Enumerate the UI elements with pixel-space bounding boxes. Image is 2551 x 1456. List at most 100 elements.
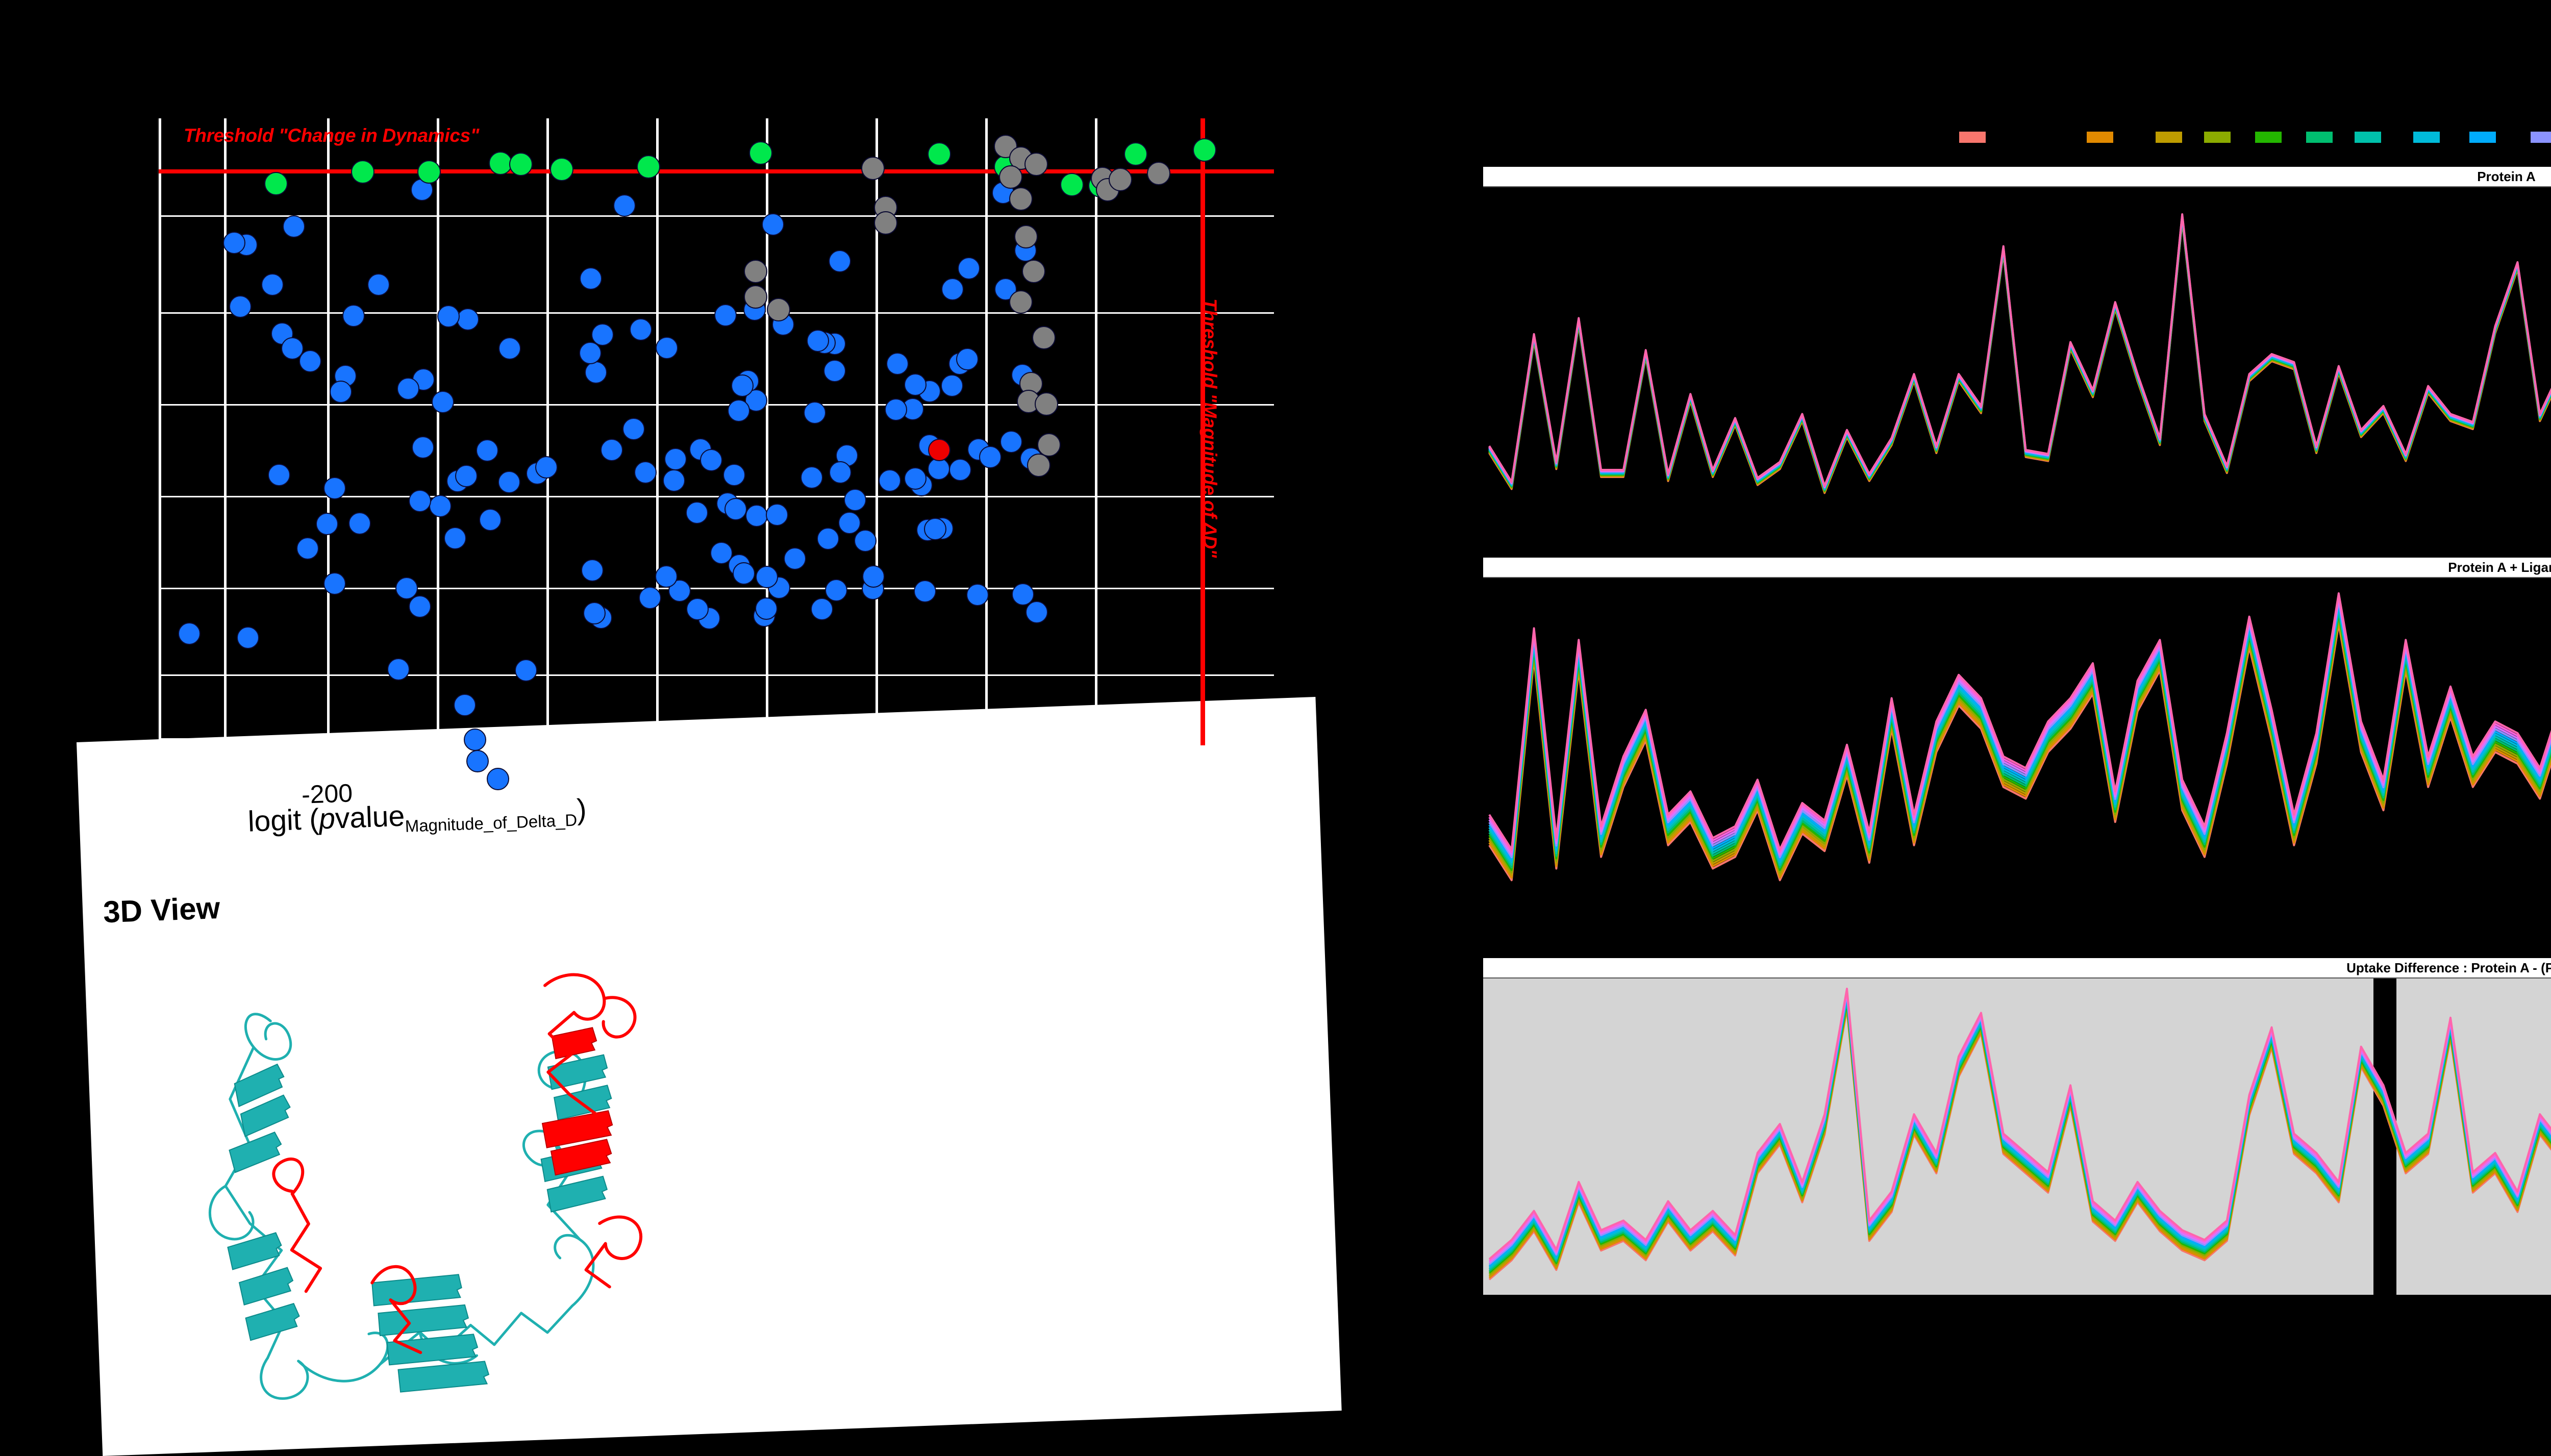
volcano-point[interactable] bbox=[579, 342, 602, 364]
volcano-point[interactable] bbox=[1032, 326, 1056, 349]
volcano-point[interactable] bbox=[296, 537, 319, 560]
volcano-point[interactable] bbox=[874, 211, 897, 235]
volcano-point[interactable] bbox=[581, 559, 604, 582]
volcano-point[interactable] bbox=[731, 374, 754, 397]
uptake-trace[interactable] bbox=[1488, 214, 2551, 488]
uptake-trace[interactable] bbox=[1488, 217, 2551, 491]
uptake-trace[interactable] bbox=[1488, 592, 2551, 851]
volcano-point[interactable] bbox=[862, 565, 885, 588]
volcano-point[interactable] bbox=[396, 378, 419, 400]
volcano-point[interactable] bbox=[464, 729, 486, 751]
volcano-point[interactable] bbox=[223, 232, 246, 255]
volcano-point[interactable] bbox=[417, 160, 441, 184]
volcano-point[interactable] bbox=[584, 361, 607, 384]
volcano-point[interactable] bbox=[1124, 142, 1147, 166]
volcano-point[interactable] bbox=[583, 601, 606, 624]
volcano-point[interactable] bbox=[1012, 583, 1035, 606]
plot-area-difference[interactable] bbox=[1483, 978, 2551, 1295]
volcano-point[interactable] bbox=[1147, 162, 1170, 185]
volcano-point[interactable] bbox=[733, 562, 756, 585]
volcano-point[interactable] bbox=[928, 142, 951, 166]
volcano-point[interactable] bbox=[299, 349, 322, 372]
uptake-trace[interactable] bbox=[1488, 999, 2551, 1272]
plot-area-protein-a[interactable] bbox=[1483, 187, 2551, 504]
volcano-point[interactable] bbox=[498, 337, 521, 360]
volcano-point[interactable] bbox=[409, 489, 432, 512]
volcano-point[interactable] bbox=[437, 305, 460, 328]
volcano-point[interactable] bbox=[838, 512, 861, 535]
volcano-point[interactable] bbox=[1035, 392, 1058, 416]
volcano-point[interactable] bbox=[1037, 433, 1061, 457]
volcano-point[interactable] bbox=[745, 505, 768, 528]
volcano-point[interactable] bbox=[550, 158, 573, 181]
volcano-point[interactable] bbox=[348, 512, 371, 535]
uptake-trace[interactable] bbox=[1488, 215, 2551, 489]
volcano-point[interactable] bbox=[323, 476, 346, 499]
volcano-point[interactable] bbox=[1009, 290, 1033, 314]
volcano-point[interactable] bbox=[800, 466, 823, 489]
legend-swatch-5[interactable] bbox=[2306, 132, 2333, 143]
volcano-point[interactable] bbox=[229, 295, 252, 318]
uptake-trace[interactable] bbox=[1488, 216, 2551, 490]
volcano-point[interactable] bbox=[1000, 430, 1023, 453]
volcano-point[interactable] bbox=[829, 461, 852, 484]
uptake-trace[interactable] bbox=[1488, 213, 2551, 487]
volcano-point[interactable] bbox=[1025, 600, 1048, 623]
volcano-point[interactable] bbox=[710, 542, 733, 565]
volcano-point[interactable] bbox=[686, 598, 709, 621]
volcano-point[interactable] bbox=[509, 153, 533, 176]
volcano-point[interactable] bbox=[387, 658, 410, 681]
volcano-point[interactable] bbox=[655, 565, 678, 588]
volcano-point[interactable] bbox=[515, 659, 537, 682]
volcano-point[interactable] bbox=[767, 298, 790, 321]
volcano-point[interactable] bbox=[843, 488, 866, 511]
volcano-point[interactable] bbox=[714, 304, 737, 327]
volcano-point[interactable] bbox=[237, 626, 259, 649]
volcano-point[interactable] bbox=[749, 141, 772, 165]
protein-ribbon-structure[interactable] bbox=[140, 915, 667, 1418]
legend-swatch-3[interactable] bbox=[2204, 132, 2231, 143]
uptake-trace[interactable] bbox=[1488, 218, 2551, 492]
volcano-point[interactable] bbox=[811, 598, 834, 621]
volcano-point[interactable] bbox=[613, 194, 636, 217]
volcano-point[interactable] bbox=[489, 152, 512, 175]
legend-swatch-2[interactable] bbox=[2156, 132, 2182, 143]
volcano-point[interactable] bbox=[685, 501, 708, 524]
volcano-point[interactable] bbox=[261, 273, 284, 296]
volcano-point[interactable] bbox=[1109, 168, 1132, 191]
volcano-point[interactable] bbox=[928, 439, 951, 461]
volcano-point[interactable] bbox=[178, 622, 201, 645]
volcano-point[interactable] bbox=[948, 458, 971, 481]
volcano-point[interactable] bbox=[941, 374, 964, 397]
volcano-point[interactable] bbox=[854, 530, 877, 553]
volcano-point[interactable] bbox=[268, 464, 291, 487]
volcano-point[interactable] bbox=[1193, 138, 1216, 162]
volcano-point[interactable] bbox=[664, 448, 687, 471]
volcano-point[interactable] bbox=[804, 401, 827, 424]
volcano-point[interactable] bbox=[456, 308, 479, 331]
volcano-point[interactable] bbox=[395, 577, 418, 600]
uptake-trace[interactable] bbox=[1488, 988, 2551, 1260]
uptake-trace[interactable] bbox=[1488, 219, 2551, 494]
volcano-point[interactable] bbox=[723, 463, 746, 486]
volcano-point[interactable] bbox=[756, 566, 779, 589]
volcano-point[interactable] bbox=[957, 257, 980, 280]
volcano-point[interactable] bbox=[999, 165, 1022, 189]
volcano-point[interactable] bbox=[885, 398, 908, 421]
volcano-point[interactable] bbox=[283, 215, 306, 238]
volcano-point[interactable] bbox=[637, 155, 660, 179]
volcano-point[interactable] bbox=[663, 469, 686, 492]
volcano-point[interactable] bbox=[600, 439, 623, 461]
volcano-point[interactable] bbox=[535, 456, 558, 479]
legend-swatch-1[interactable] bbox=[2087, 132, 2113, 143]
volcano-point[interactable] bbox=[913, 580, 936, 603]
legend-swatch-9[interactable] bbox=[2531, 132, 2551, 143]
volcano-point[interactable] bbox=[828, 250, 851, 273]
legend-swatch-4[interactable] bbox=[2255, 132, 2282, 143]
volcano-point[interactable] bbox=[591, 323, 614, 346]
volcano-point[interactable] bbox=[783, 547, 806, 570]
legend-swatch-7[interactable] bbox=[2413, 132, 2440, 143]
volcano-point[interactable] bbox=[579, 267, 602, 290]
volcano-point[interactable] bbox=[1027, 454, 1051, 477]
volcano-point[interactable] bbox=[807, 330, 830, 353]
